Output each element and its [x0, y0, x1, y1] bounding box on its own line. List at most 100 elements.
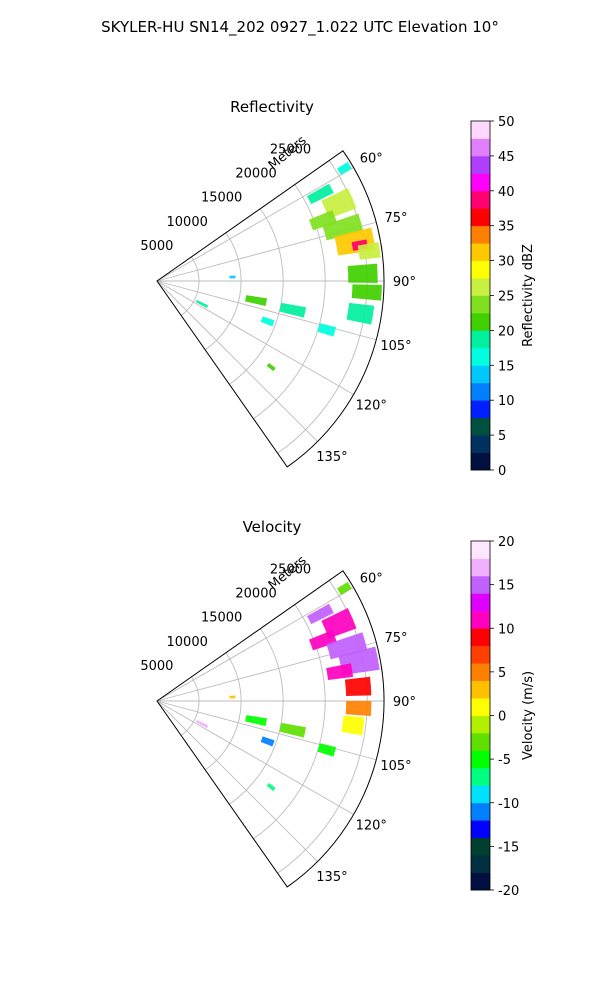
colorbar-tick-label: 20: [498, 535, 515, 550]
colorbar-bin: [471, 435, 490, 453]
echo-cell: [307, 603, 334, 625]
echo-cell: [229, 695, 236, 699]
echo-cell: [347, 263, 378, 283]
azimuth-line: [156, 280, 318, 442]
echo-cell: [260, 736, 275, 747]
echo-cell: [245, 295, 268, 307]
echo-cell: [341, 715, 365, 736]
echo-cell: [317, 743, 337, 757]
colorbar-tick-label: 50: [498, 115, 515, 130]
range-tick-label: 10000: [167, 215, 208, 230]
colorbar-bin: [471, 628, 490, 647]
echo-cell: [345, 701, 372, 716]
colorbar-bin: [471, 382, 490, 401]
range-ring: [204, 232, 242, 351]
colorbar-tick-label: 20: [498, 324, 515, 339]
azimuth-tick-label: 105°: [380, 339, 411, 354]
colorbar-bin: [471, 417, 490, 436]
colorbar-bin: [471, 715, 490, 734]
azimuth-tick-label: 60°: [360, 151, 383, 166]
colorbar-bin: [471, 225, 490, 244]
range-tick-label: 20000: [235, 587, 276, 602]
colorbar-bin: [471, 208, 490, 227]
range-ring: [229, 628, 284, 805]
echo-cell: [266, 363, 276, 372]
azimuth-line: [156, 167, 354, 282]
echo-cell: [321, 607, 357, 639]
azimuth-lines: [156, 167, 384, 442]
colorbar-tick-label: -15: [498, 840, 519, 855]
colorbar-bin: [471, 400, 490, 419]
colorbar-bin: [471, 365, 490, 384]
radar-echoes: [195, 161, 382, 372]
range-tick-label: 15000: [201, 611, 242, 626]
echo-cell: [279, 722, 307, 738]
colorbar-tick-label: -20: [498, 884, 519, 899]
colorbar-tick-label: 5: [498, 666, 506, 681]
azimuth-tick-label: 90°: [393, 695, 416, 710]
colorbar-bin: [471, 138, 490, 157]
echo-cell: [337, 161, 352, 175]
colorbar-bin: [471, 295, 490, 314]
azimuth-tick-label: 105°: [380, 759, 411, 774]
echo-cell: [195, 720, 209, 729]
colorbar-label: Velocity (m/s): [521, 671, 536, 760]
azimuth-line: [156, 280, 377, 341]
range-ring: [253, 604, 326, 840]
colorbar-tick-label: 10: [498, 622, 515, 637]
colorbar-tick-label: 30: [498, 255, 515, 270]
figure-suptitle: SKYLER-HU SN14_202 0927_1.022 UTC Elevat…: [101, 18, 499, 37]
colorbar-bin: [471, 312, 490, 331]
azimuth-line: [156, 700, 318, 862]
colorbar-bin: [471, 347, 490, 366]
colorbar-bin: [471, 855, 490, 873]
colorbar-tick-label: 5: [498, 429, 506, 444]
echo-cell: [357, 241, 381, 260]
colorbar-bin: [471, 330, 490, 349]
range-tick-label: 5000: [140, 659, 173, 674]
sector-outline: [156, 150, 385, 468]
colorbar-bin: [471, 243, 490, 261]
colorbar-bin: [471, 785, 490, 804]
echo-cell: [309, 630, 337, 651]
range-tick-label: 15000: [201, 191, 242, 206]
colorbar-tick-label: 15: [498, 359, 515, 374]
colorbar-bin: [471, 155, 490, 174]
azimuth-tick-label: 90°: [393, 275, 416, 290]
colorbar-bin: [471, 732, 490, 751]
echo-cell: [321, 187, 357, 219]
echo-cell: [344, 676, 372, 697]
sector-outline: [156, 570, 385, 888]
colorbar-bin: [471, 173, 490, 192]
radar-panels: Reflectivity500010000150002000025000Mete…: [140, 98, 536, 899]
azimuth-line: [156, 280, 354, 395]
colorbar-bin: [471, 837, 490, 856]
colorbar-bin: [471, 610, 490, 629]
colorbar-tick-label: 35: [498, 220, 515, 235]
colorbar-label: Reflectivity dBZ: [521, 244, 536, 347]
azimuth-line: [156, 587, 354, 702]
echo-cell: [337, 581, 352, 595]
range-ring: [204, 652, 242, 771]
echo-cell: [307, 183, 334, 205]
colorbar-tick-label: 40: [498, 185, 515, 200]
colorbar-bin: [471, 260, 490, 279]
colorbar-bin: [471, 767, 490, 786]
colorbar-bin: [471, 121, 490, 139]
colorbar-bin: [471, 872, 490, 891]
azimuth-line: [156, 700, 377, 761]
colorbar-bin: [471, 190, 490, 209]
azimuth-tick-label: 120°: [356, 399, 387, 414]
azimuth-tick-label: 135°: [316, 450, 347, 465]
colorbar-bin: [471, 750, 490, 769]
colorbar-bin: [471, 593, 490, 612]
echo-cell: [195, 300, 209, 309]
echo-cell: [229, 275, 236, 279]
range-tick-label: 10000: [167, 635, 208, 650]
colorbar-bin: [471, 680, 490, 699]
colorbar-tick-label: -5: [498, 753, 511, 768]
echo-cell: [260, 316, 275, 327]
echo-cell: [326, 663, 354, 680]
